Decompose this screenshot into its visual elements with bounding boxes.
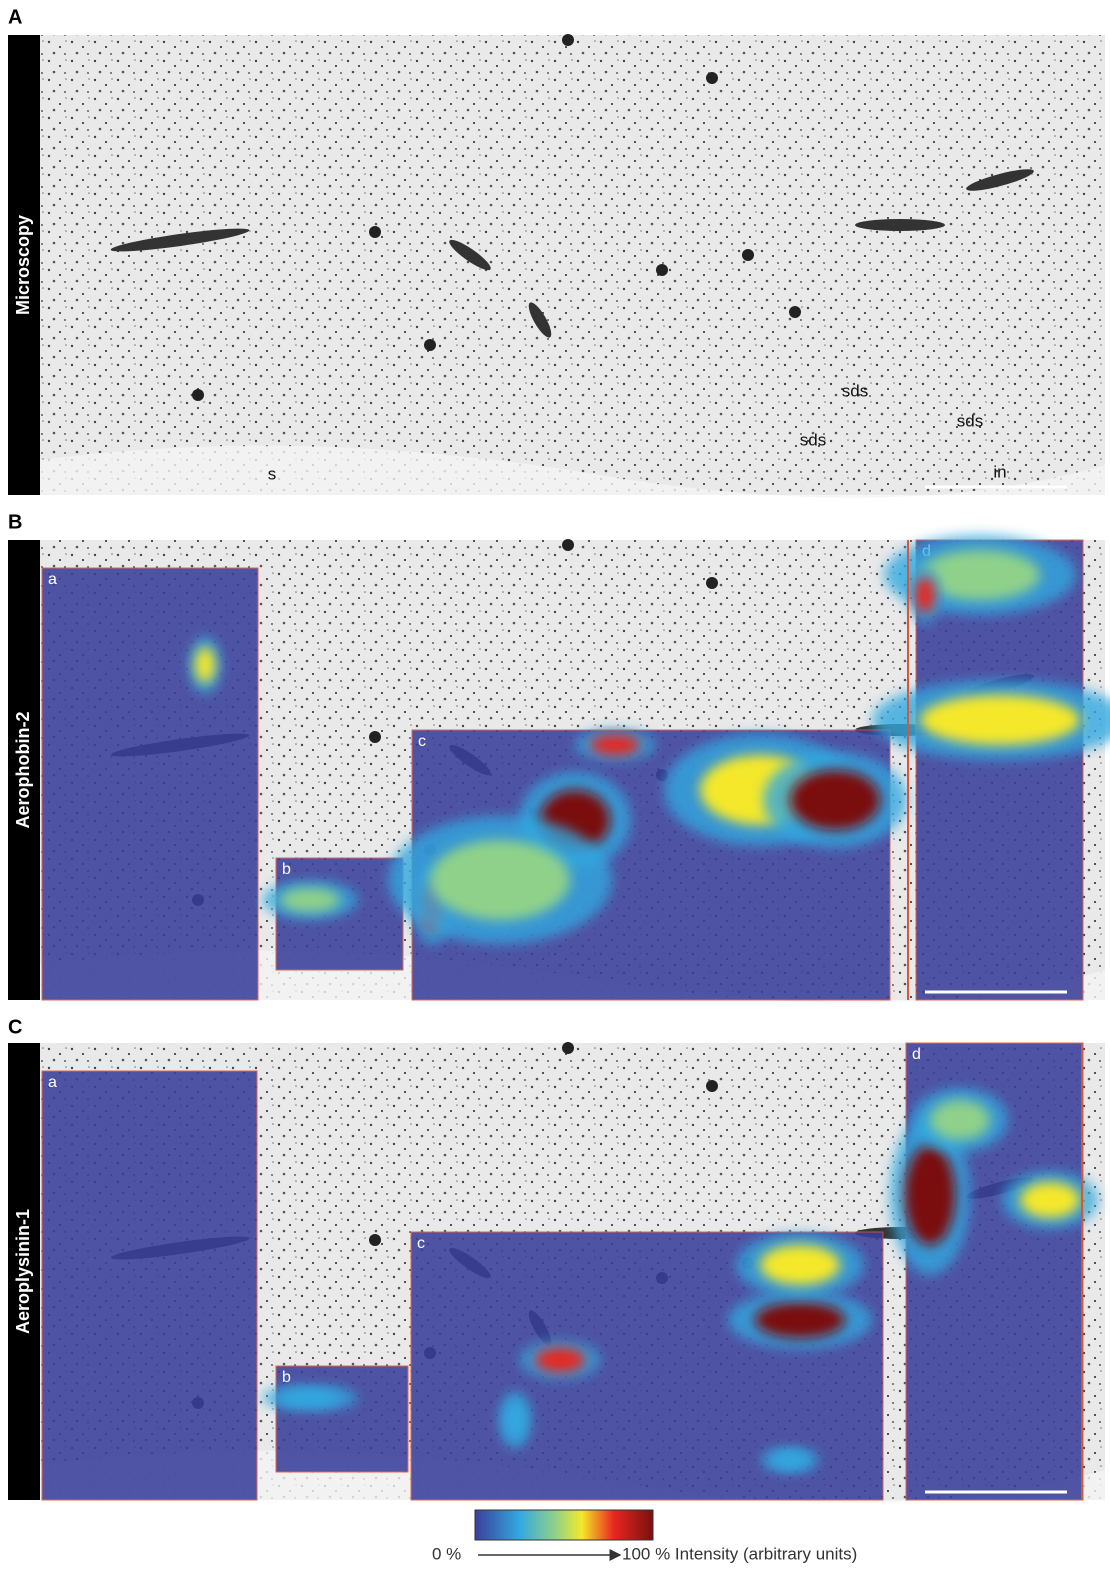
region-label: d bbox=[912, 1046, 921, 1063]
cell-body bbox=[424, 339, 436, 351]
cell-body bbox=[369, 226, 381, 238]
region-label: c bbox=[418, 733, 426, 750]
cell-body bbox=[562, 1042, 574, 1054]
annotation: sds bbox=[957, 411, 983, 430]
heat-spot bbox=[915, 577, 935, 613]
cell-body bbox=[369, 1234, 381, 1246]
heat-spot bbox=[590, 735, 640, 755]
heat-spot bbox=[430, 840, 570, 920]
microscopy-image bbox=[40, 35, 1105, 495]
heat-spot bbox=[280, 1390, 340, 1406]
cell-body bbox=[192, 389, 204, 401]
cell-body bbox=[369, 731, 381, 743]
cell-body bbox=[656, 264, 668, 276]
heatmap-region bbox=[42, 568, 258, 1000]
colorbar-min: 0 % bbox=[432, 1544, 461, 1563]
region-label: a bbox=[48, 1074, 57, 1091]
cell-body bbox=[706, 1080, 718, 1092]
cell-body bbox=[789, 306, 801, 318]
heat-spot bbox=[280, 888, 340, 912]
panel-label: C bbox=[8, 1016, 22, 1038]
cell-body bbox=[562, 34, 574, 46]
heatmap-region bbox=[42, 1071, 257, 1500]
annotation: s bbox=[268, 464, 277, 483]
heat-spot bbox=[905, 1145, 955, 1245]
heat-spot bbox=[930, 1100, 990, 1140]
annotation: in bbox=[993, 462, 1006, 481]
region-label: b bbox=[282, 861, 291, 878]
cell-body bbox=[706, 577, 718, 589]
colorbar bbox=[475, 1510, 653, 1540]
annotation: sds bbox=[800, 430, 826, 449]
cell-body bbox=[562, 539, 574, 551]
panel-title: Aeroplysinin-1 bbox=[13, 1209, 33, 1334]
spicule bbox=[855, 219, 945, 231]
heatmap-region bbox=[276, 1366, 408, 1472]
panel-title: Microscopy bbox=[13, 215, 33, 315]
heat-spot bbox=[1020, 1182, 1080, 1218]
heat-spot bbox=[760, 1245, 840, 1285]
cell-body bbox=[706, 72, 718, 84]
panel-label: A bbox=[8, 6, 22, 28]
region-label: a bbox=[48, 571, 57, 588]
panel-label: B bbox=[8, 511, 22, 533]
region-label: c bbox=[417, 1235, 425, 1252]
annotation: sds bbox=[842, 381, 868, 400]
heat-spot bbox=[535, 1348, 585, 1372]
heat-spot bbox=[505, 1402, 525, 1438]
heat-spot bbox=[790, 770, 880, 830]
figure: A Microscopy s sds sds sds in B Aerophobin-2 a b c d… bbox=[0, 0, 1110, 1569]
heat-spot bbox=[920, 695, 1080, 745]
cell-body bbox=[742, 249, 754, 261]
heat-spot bbox=[195, 647, 215, 683]
region-label: b bbox=[282, 1369, 291, 1386]
heat-spot bbox=[755, 1302, 845, 1338]
panel-title: Aerophobin-2 bbox=[13, 712, 33, 829]
colorbar-max: 100 % Intensity (arbitrary units) bbox=[622, 1544, 857, 1563]
heat-spot bbox=[772, 1452, 808, 1468]
